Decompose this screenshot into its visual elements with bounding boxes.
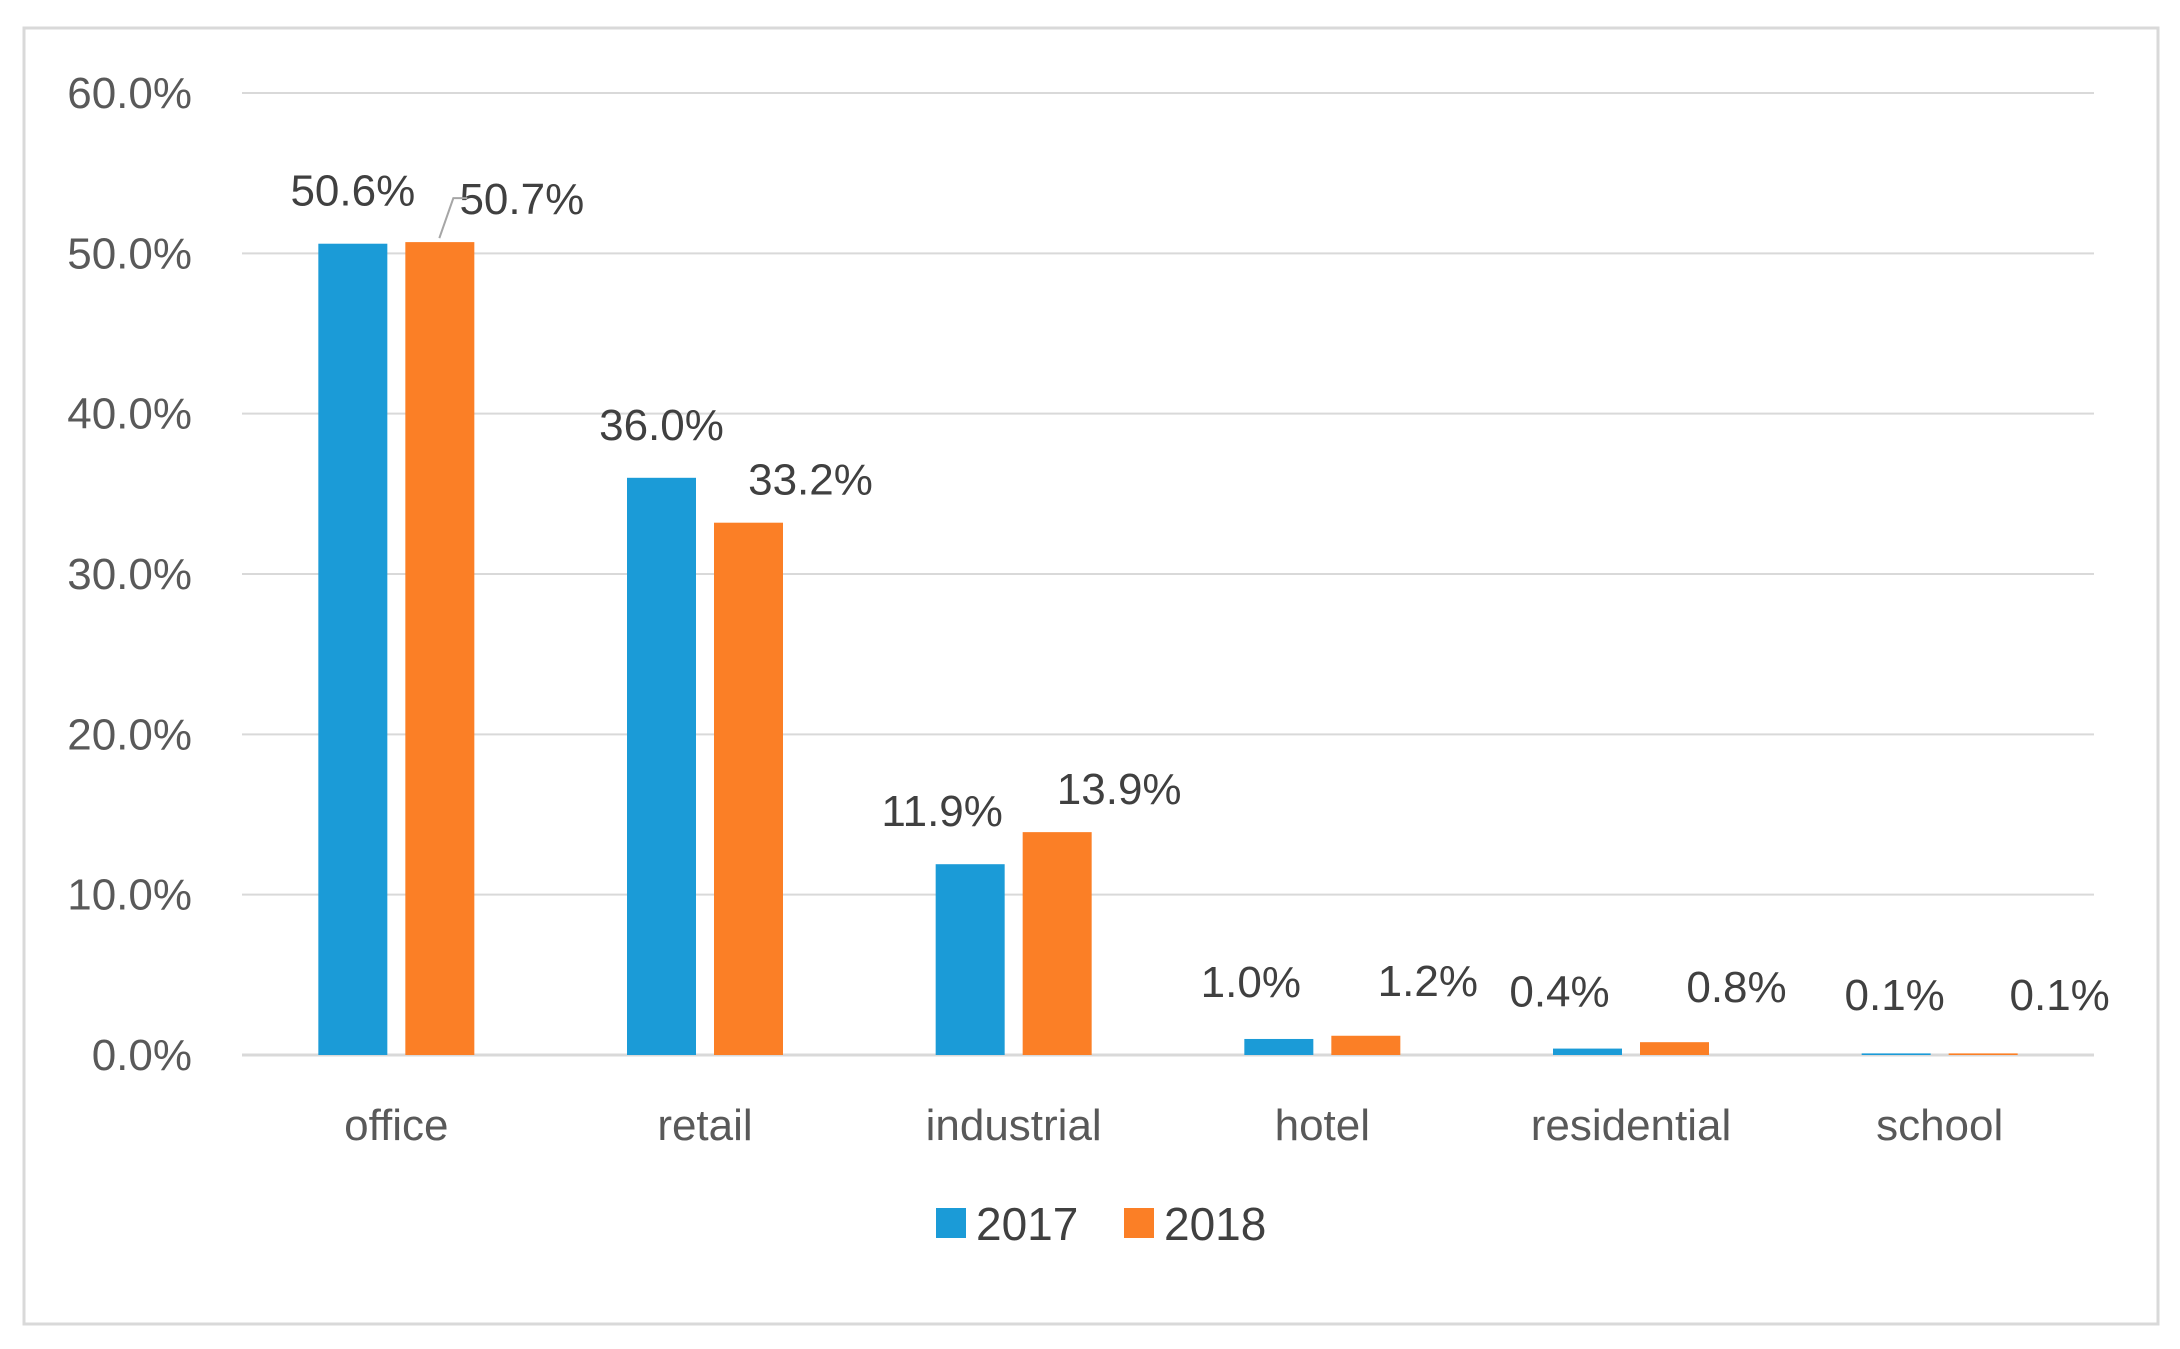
data-label-2018-industrial: 13.9%: [1057, 765, 1182, 814]
x-category-label-industrial: industrial: [926, 1101, 1102, 1150]
bar-2018-retail: [714, 522, 783, 1055]
legend-swatch-2017: [936, 1208, 966, 1238]
data-label-2017-residential: 0.4%: [1509, 968, 1609, 1017]
x-category-label-hotel: hotel: [1275, 1101, 1370, 1150]
legend: 2017 2018: [936, 1198, 1266, 1250]
data-label-2017-school: 0.1%: [1845, 971, 1945, 1020]
data-label-2018-retail: 33.2%: [748, 456, 873, 505]
data-labels: 50.6% 50.7% 36.0% 33.2% 11.9% 13.9% 1.0% 1.2% 0.…: [290, 167, 2109, 1020]
bar-2017-residential: [1553, 1048, 1622, 1055]
bar-2018-industrial: [1022, 832, 1092, 1055]
data-label-2018-residential: 0.8%: [1686, 963, 1786, 1012]
data-label-2018-office: 50.7%: [459, 175, 584, 224]
bar-2017-school: [1861, 1053, 1931, 1055]
x-category-label-school: school: [1876, 1101, 2003, 1150]
bars: [318, 242, 2018, 1056]
data-label-2017-retail: 36.0%: [599, 401, 724, 450]
x-category-label-office: office: [344, 1101, 448, 1150]
data-label-2017-industrial: 11.9%: [881, 787, 1003, 836]
bar-2017-industrial: [935, 864, 1005, 1055]
bar-2017-hotel: [1244, 1038, 1314, 1055]
y-tick-label: 10.0%: [67, 871, 192, 920]
bar-2018-office: [405, 242, 475, 1056]
y-tick-label: 0.0%: [92, 1031, 192, 1080]
x-category-label-residential: residential: [1531, 1101, 1732, 1150]
gridlines: [242, 92, 2094, 1057]
bar-2017-retail: [627, 477, 696, 1055]
legend-swatch-2018: [1124, 1208, 1154, 1238]
label-leader-line: [438, 197, 468, 239]
data-label-2017-office: 50.6%: [290, 167, 415, 216]
bar-2018-school: [1948, 1053, 2018, 1055]
data-label-2018-school: 0.1%: [2010, 971, 2110, 1020]
y-tick-label: 30.0%: [67, 550, 192, 599]
y-tick-label: 40.0%: [67, 390, 192, 439]
data-label-2017-hotel: 1.0%: [1201, 958, 1301, 1007]
bar-2018-residential: [1640, 1042, 1709, 1055]
x-axis-category-labels: office retail industrial hotel residential sc…: [344, 1101, 2003, 1150]
data-label-2018-hotel: 1.2%: [1378, 957, 1478, 1006]
x-category-label-retail: retail: [657, 1101, 752, 1150]
y-tick-label: 50.0%: [67, 229, 192, 278]
legend-label-2017: 2017: [976, 1198, 1078, 1250]
y-tick-label: 60.0%: [67, 69, 192, 118]
legend-label-2018: 2018: [1164, 1198, 1266, 1250]
bar-2017-office: [318, 243, 388, 1056]
y-axis-tick-labels: 0.0% 10.0% 20.0% 30.0% 40.0% 50.0% 60.0%: [67, 69, 192, 1080]
bar-2018-hotel: [1331, 1035, 1401, 1055]
y-tick-label: 20.0%: [67, 710, 192, 759]
